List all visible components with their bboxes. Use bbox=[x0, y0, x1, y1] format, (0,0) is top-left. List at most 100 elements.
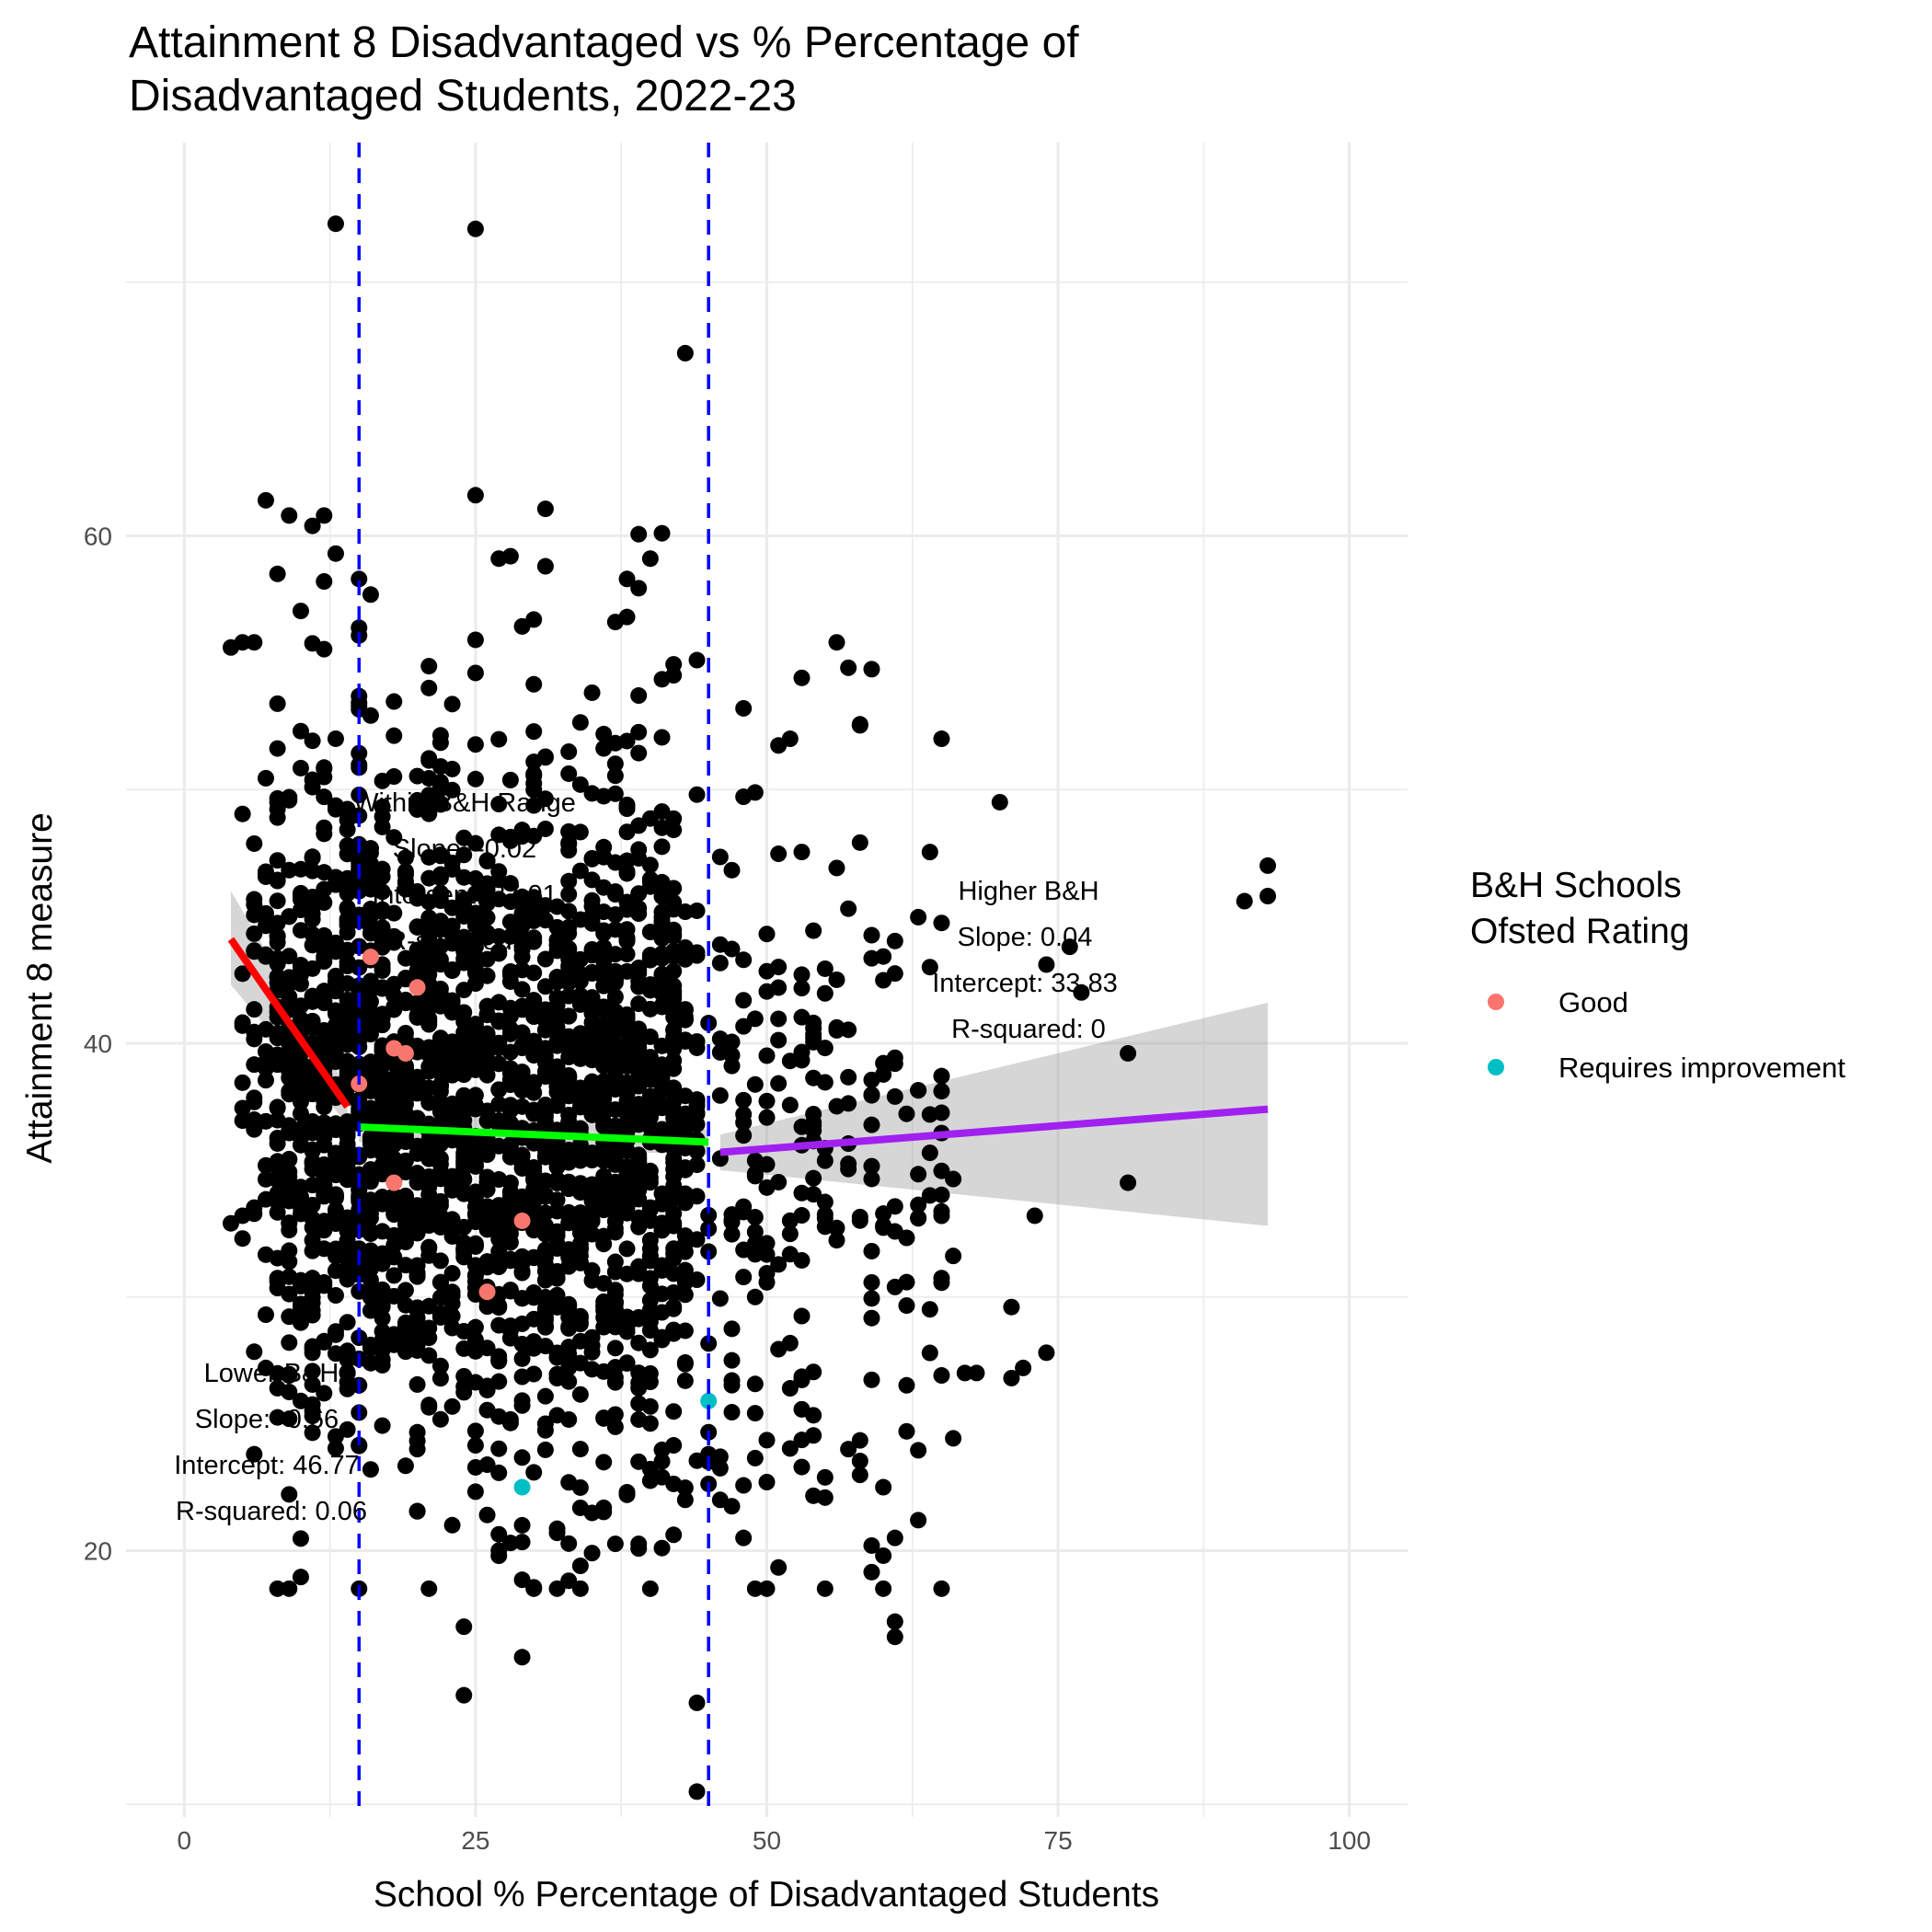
school-point bbox=[758, 1264, 776, 1282]
school-point bbox=[339, 1271, 356, 1288]
legend-label-good: Good bbox=[1558, 986, 1628, 1018]
school-point bbox=[735, 1529, 753, 1547]
school-point bbox=[840, 1441, 857, 1458]
school-point bbox=[304, 732, 321, 750]
school-point bbox=[851, 1212, 868, 1229]
school-point bbox=[676, 1031, 694, 1049]
school-point bbox=[362, 1105, 379, 1122]
school-point bbox=[316, 1098, 333, 1116]
school-point bbox=[560, 987, 578, 1005]
school-point bbox=[490, 1525, 508, 1543]
school-point bbox=[513, 828, 531, 845]
school-point bbox=[339, 953, 356, 971]
school-point bbox=[339, 1364, 356, 1382]
school-point bbox=[385, 829, 403, 846]
school-point bbox=[525, 1134, 543, 1152]
school-point bbox=[443, 1227, 461, 1245]
school-point bbox=[525, 723, 543, 741]
school-point bbox=[525, 929, 543, 947]
school-point bbox=[466, 631, 484, 649]
school-point bbox=[606, 1294, 624, 1311]
school-point bbox=[1038, 1344, 1055, 1362]
school-point bbox=[269, 740, 286, 757]
school-point bbox=[478, 1041, 496, 1058]
school-point bbox=[583, 1545, 601, 1562]
school-point bbox=[269, 949, 286, 967]
school-point bbox=[466, 948, 484, 965]
school-point bbox=[316, 1166, 333, 1183]
school-point bbox=[339, 1232, 356, 1249]
school-point bbox=[234, 634, 251, 651]
school-point bbox=[560, 886, 578, 903]
y-tick-label: 60 bbox=[84, 522, 112, 550]
school-point bbox=[420, 805, 438, 822]
school-point bbox=[281, 1179, 298, 1197]
school-point bbox=[735, 1114, 753, 1132]
school-point bbox=[793, 966, 811, 983]
school-point bbox=[257, 1306, 274, 1323]
school-point bbox=[304, 862, 321, 880]
school-point bbox=[921, 1344, 938, 1362]
school-point bbox=[269, 1580, 286, 1597]
school-point bbox=[1120, 1044, 1137, 1062]
school-point bbox=[455, 907, 473, 925]
school-point bbox=[746, 1209, 764, 1226]
school-point bbox=[758, 1580, 776, 1597]
school-point bbox=[945, 1430, 962, 1447]
school-point bbox=[583, 849, 601, 867]
school-point bbox=[420, 679, 438, 696]
school-point bbox=[630, 1379, 648, 1397]
school-point bbox=[618, 865, 636, 882]
school-point bbox=[234, 1017, 251, 1034]
school-point bbox=[525, 611, 543, 628]
school-point bbox=[665, 1110, 683, 1127]
school-point bbox=[466, 1437, 484, 1455]
school-point bbox=[443, 1179, 461, 1196]
school-point bbox=[630, 580, 648, 597]
school-point bbox=[443, 1004, 461, 1021]
school-point bbox=[653, 838, 671, 856]
school-point bbox=[641, 1415, 659, 1432]
school-point bbox=[560, 842, 578, 859]
school-point bbox=[281, 1334, 298, 1351]
school-point bbox=[898, 1105, 915, 1122]
school-point bbox=[793, 1043, 811, 1061]
school-point bbox=[606, 1282, 624, 1299]
school-point bbox=[292, 1199, 309, 1216]
school-point bbox=[933, 1186, 950, 1203]
school-point bbox=[420, 848, 438, 866]
school-point bbox=[560, 1572, 578, 1590]
school-point bbox=[583, 940, 601, 958]
school-point bbox=[490, 1440, 508, 1457]
school-point bbox=[420, 1247, 438, 1264]
school-point bbox=[560, 1154, 578, 1171]
school-point bbox=[257, 1190, 274, 1208]
school-point bbox=[281, 969, 298, 986]
school-point bbox=[490, 1217, 508, 1235]
bh-school-point bbox=[700, 1392, 718, 1409]
school-point bbox=[478, 1198, 496, 1215]
school-point bbox=[816, 1468, 834, 1486]
school-point bbox=[583, 1192, 601, 1210]
school-point bbox=[408, 1336, 426, 1353]
school-point bbox=[560, 872, 578, 890]
school-point bbox=[676, 1273, 694, 1291]
school-point bbox=[898, 1273, 915, 1291]
school-point bbox=[700, 1445, 718, 1463]
annotation-higher-line-3: Intercept: 33.83 bbox=[932, 969, 1118, 998]
school-point bbox=[863, 949, 880, 967]
school-point bbox=[630, 885, 648, 903]
school-point bbox=[571, 1580, 589, 1597]
school-point bbox=[805, 1029, 822, 1047]
school-point bbox=[466, 1458, 484, 1476]
school-point bbox=[281, 788, 298, 806]
school-point bbox=[397, 1187, 414, 1204]
school-point bbox=[630, 900, 648, 917]
school-point bbox=[304, 1402, 321, 1420]
school-point bbox=[606, 886, 624, 903]
school-point bbox=[863, 1309, 880, 1327]
school-point bbox=[630, 1218, 648, 1236]
school-point bbox=[478, 1102, 496, 1120]
bh-school-point bbox=[478, 1283, 496, 1301]
school-point bbox=[281, 1308, 298, 1326]
